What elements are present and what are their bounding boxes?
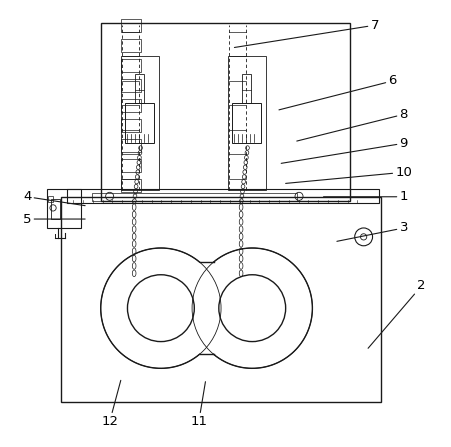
Bar bbox=[242, 74, 251, 103]
Text: 3: 3 bbox=[337, 221, 408, 241]
Bar bbox=[121, 79, 141, 92]
Bar bbox=[51, 199, 60, 219]
Bar bbox=[92, 193, 297, 201]
Bar bbox=[101, 23, 350, 201]
Bar bbox=[134, 74, 144, 103]
Bar bbox=[121, 159, 141, 172]
Bar bbox=[121, 56, 159, 190]
Bar bbox=[121, 59, 141, 72]
Text: 2: 2 bbox=[368, 279, 426, 348]
Text: 5: 5 bbox=[23, 212, 85, 226]
Bar bbox=[121, 119, 141, 132]
Text: 12: 12 bbox=[101, 380, 121, 428]
Text: 8: 8 bbox=[297, 108, 408, 141]
Bar bbox=[125, 103, 154, 143]
Bar bbox=[47, 189, 81, 228]
Bar bbox=[232, 103, 261, 143]
Bar bbox=[121, 18, 141, 32]
Bar bbox=[67, 189, 379, 203]
Text: 6: 6 bbox=[279, 74, 397, 110]
Text: 11: 11 bbox=[190, 382, 207, 428]
Text: 9: 9 bbox=[281, 137, 408, 163]
Text: 7: 7 bbox=[235, 19, 379, 47]
Bar bbox=[121, 99, 141, 112]
Bar bbox=[48, 196, 54, 202]
Bar bbox=[121, 38, 141, 52]
Text: 10: 10 bbox=[285, 166, 412, 183]
Text: 4: 4 bbox=[23, 190, 85, 206]
Bar bbox=[228, 56, 266, 190]
Bar bbox=[121, 179, 141, 192]
Text: 1: 1 bbox=[323, 190, 408, 203]
Bar bbox=[60, 197, 382, 402]
Bar bbox=[121, 139, 141, 152]
